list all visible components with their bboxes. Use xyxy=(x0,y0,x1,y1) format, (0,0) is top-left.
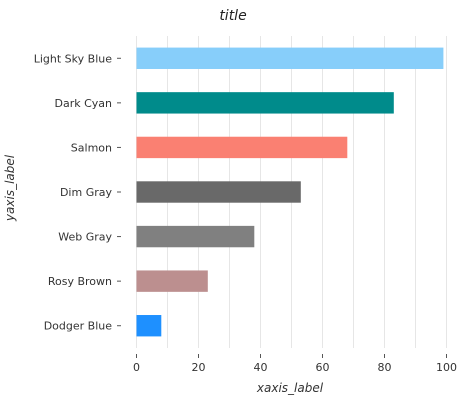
x-tick-label: 60 xyxy=(316,361,330,374)
x-axis-label: xaxis_label xyxy=(256,381,324,395)
chart-title: title xyxy=(219,8,246,24)
bar-dark-cyan xyxy=(136,92,394,114)
x-tick-label: 40 xyxy=(254,361,268,374)
y-tick-label: Dim Gray xyxy=(60,186,113,199)
bar-dim-gray xyxy=(136,181,301,203)
y-tick-label: Web Gray xyxy=(58,231,112,244)
y-tick-label: Light Sky Blue xyxy=(34,52,112,65)
x-axis-ticks: 0 20 40 60 80 100 xyxy=(133,354,457,374)
bar-light-sky-blue xyxy=(136,47,444,69)
x-tick-label: 80 xyxy=(378,361,392,374)
bar-salmon xyxy=(136,136,348,159)
x-tick-label: 0 xyxy=(133,361,140,374)
bars xyxy=(136,47,444,337)
y-tick-label: Salmon xyxy=(71,141,112,154)
bar-rosy-brown xyxy=(136,270,208,292)
x-tick-label: 20 xyxy=(192,361,206,374)
bar-web-gray xyxy=(136,225,255,248)
y-axis-ticks: Light Sky Blue Dark Cyan Salmon Dim Gray Web… xyxy=(34,52,121,333)
y-tick-label: Rosy Brown xyxy=(48,275,112,288)
bar-dodger-blue xyxy=(136,315,162,337)
y-axis-label: yaxis_label xyxy=(3,154,17,222)
y-tick-label: Dark Cyan xyxy=(54,97,112,110)
x-tick-label: 100 xyxy=(436,361,457,374)
y-tick-label: Dodger Blue xyxy=(44,320,113,333)
